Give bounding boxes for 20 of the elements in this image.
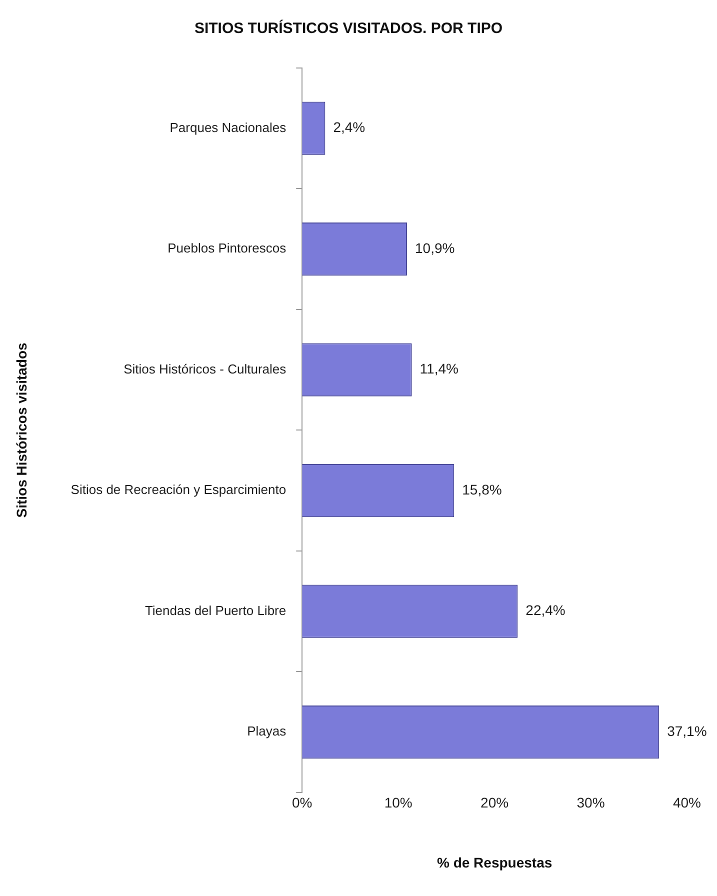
y-tick-label: Sitios Históricos - Culturales bbox=[124, 361, 287, 376]
data-label: 10,9% bbox=[415, 240, 455, 256]
y-tick-label: Pueblos Pintorescos bbox=[168, 240, 287, 256]
y-axis-title: Sitios Históricos visitados bbox=[13, 342, 30, 518]
x-tick-label: 30% bbox=[576, 794, 605, 811]
x-tick-label: 0% bbox=[292, 794, 312, 811]
y-tick-label: Playas bbox=[247, 724, 287, 739]
data-label: 37,1% bbox=[667, 722, 707, 739]
data-label: 2,4% bbox=[333, 119, 366, 136]
x-tick-label: 20% bbox=[480, 794, 509, 811]
data-label: 11,4% bbox=[420, 360, 458, 377]
data-label: 22,4% bbox=[526, 602, 566, 618]
chart-title: SITIOS TURÍSTICOS VISITADOS. POR TIPO bbox=[194, 19, 503, 38]
x-tick-label: 40% bbox=[672, 794, 702, 811]
y-tick-label: Tiendas del Puerto Libre bbox=[144, 602, 286, 618]
data-label: 15,8% bbox=[462, 481, 502, 498]
x-tick-label: 10% bbox=[384, 794, 412, 811]
y-tick-label: Sitios de Recreación y Esparcimiento bbox=[70, 482, 286, 498]
y-tick-label: Parques Nacionales bbox=[170, 120, 287, 135]
x-axis-title: % de Respuestas bbox=[436, 854, 552, 870]
